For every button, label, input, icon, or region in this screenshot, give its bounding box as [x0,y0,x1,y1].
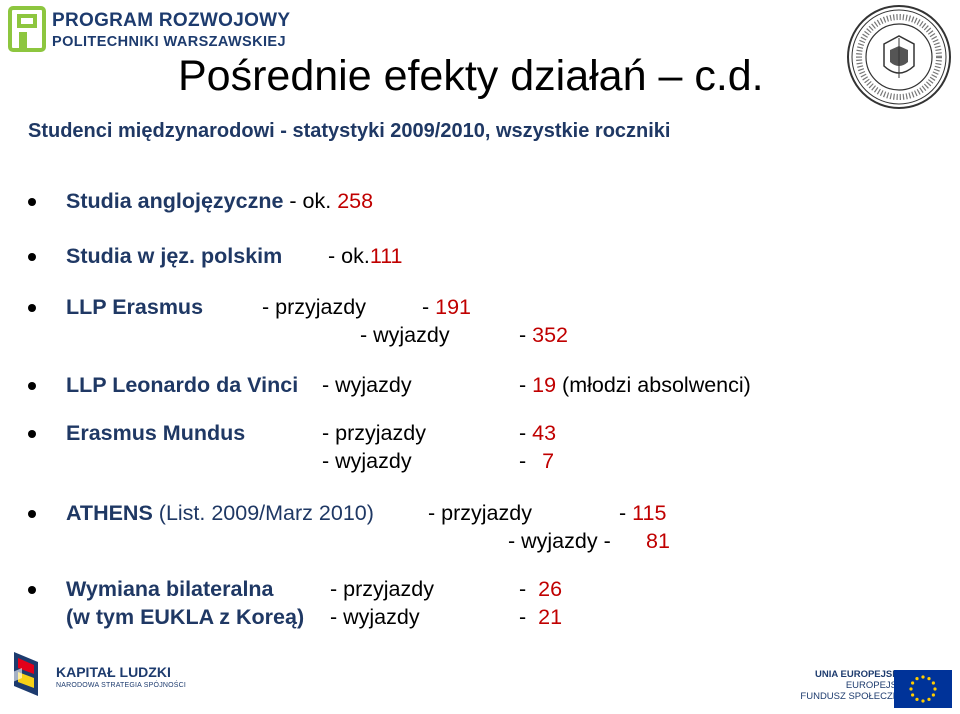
dash: - [519,577,533,601]
athens-in-value: - 115 [619,501,666,526]
item-value: 258 [337,189,374,213]
eu-star-icon [915,697,919,701]
bilateral-in-label: - przyjazdy [330,577,434,601]
eu-star-icon [921,675,925,679]
logo-text-line1: PROGRAM ROZWOJOWY [52,10,291,31]
kapital-ludzki-subtitle: NARODOWA STRATEGIA SPÓJNOŚCI [56,682,187,689]
kapital-ludzki-mark-icon [8,652,38,696]
dash: - [519,323,533,347]
mundus-in-label: - przyjazdy [322,421,426,445]
value: 21 [538,605,563,629]
leonardo-out-label: - wyjazdy [322,373,412,397]
eu-text-block: UNIA EUROPEJSKA EUROPEJSKI FUNDUSZ SPOŁE… [786,669,906,702]
eu-star-icon [931,693,935,697]
dash: - [519,373,533,397]
kapital-ludzki-title: KAPITAŁ LUDZKI [56,664,171,680]
kapital-ludzki-logo: KAPITAŁ LUDZKI NARODOWA STRATEGIA SPÓJNO… [8,648,198,704]
list-item-bilateral: Wymiana bilateralna [66,577,274,602]
eu-star-icon [911,693,915,697]
dash: - [422,295,436,319]
list-item-mundus: Erasmus Mundus [66,421,245,446]
bullet-dot [28,198,36,206]
bilateral-in-value: - 26 [519,577,562,602]
eu-flag-icon [894,670,952,708]
value: 7 [542,449,555,473]
eu-star-icon [909,687,913,691]
item-period: (List. 2009/Marz 2010) [152,501,374,525]
item-name: Studia w jęz. polskim [66,244,283,268]
mundus-out-label: - wyjazdy [322,449,412,473]
eu-line2: EUROPEJSKI [845,680,906,691]
bullet-dot [28,510,36,518]
bilateral-out-value: - 21 [519,605,562,630]
value: 115 [632,501,667,525]
eu-star-icon [931,681,935,685]
page-title: Pośrednie efekty działań – c.d. [178,52,764,100]
item-name-2: (w tym EUKLA z Koreą) [66,605,305,629]
value: 43 [532,421,557,445]
eu-star-icon [915,677,919,681]
item-name: ATHENS [66,501,153,525]
page-subtitle: Studenci międzynarodowi - statystyki 200… [28,120,671,142]
bullet-dot [28,430,36,438]
eu-star-icon [927,697,931,701]
value: 19 [532,373,557,397]
erasmus-in-value: - 191 [422,295,471,320]
eu-star-icon [911,681,915,685]
note: (młodzi absolwenci) [556,373,751,397]
list-item-polish-value: - ok.111 [328,244,403,269]
list-item-polish: Studia w jęz. polskim [66,244,282,269]
athens-out-label: - wyjazdy - [508,529,611,553]
erasmus-out-label: - wyjazdy [360,323,450,347]
item-value: 111 [369,244,403,268]
bullet-dot [28,382,36,390]
eu-line3: FUNDUSZ SPOŁECZNY [800,691,906,702]
list-item-anglo: Studia anglojęzyczne - ok. 258 [66,189,373,214]
list-item-bilateral-line2: (w tym EUKLA z Koreą) [66,605,304,630]
program-logo: PROGRAM ROZWOJOWY POLITECHNIKI WARSZAWSK… [8,4,290,60]
bilateral-out-label: - wyjazdy [330,605,420,629]
mundus-in-value: - 43 [519,421,556,446]
item-name: LLP Leonardo da Vinci [66,373,299,397]
item-name: Wymiana bilateralna [66,577,274,601]
value: 191 [435,295,472,319]
list-item-leonardo: LLP Leonardo da Vinci [66,373,298,398]
eu-star-icon [933,687,937,691]
bullet-dot [28,253,36,261]
dash: - [519,449,533,473]
erasmus-out-value: - 352 [519,323,568,348]
eu-star-icon [921,699,925,703]
value: 81 [646,529,670,553]
item-sep: - ok. [328,244,370,268]
athens-out-value: 81 [646,529,670,554]
bullet-dot [28,304,36,312]
list-item-athens: ATHENS (List. 2009/Marz 2010) [66,501,374,526]
dash: - [619,501,633,525]
value: 352 [532,323,569,347]
list-item-llp-erasmus: LLP Erasmus [66,295,203,320]
university-seal-icon [847,5,951,109]
bullet-dot [28,586,36,594]
item-sep: - ok. [283,189,338,213]
eu-line1: UNIA EUROPEJSKA [815,669,906,680]
item-name: LLP Erasmus [66,295,204,319]
item-name: Erasmus Mundus [66,421,246,445]
eu-star-icon [927,677,931,681]
leonardo-out-value: - 19 (młodzi absolwenci) [519,373,751,398]
value: 26 [538,577,563,601]
item-name: Studia anglojęzyczne [66,189,284,213]
mundus-out-value: - 7 [519,449,554,474]
dash: - [519,421,533,445]
logo-text-line2: POLITECHNIKI WARSZAWSKIEJ [52,34,286,50]
erasmus-in-label: - przyjazdy [262,295,366,319]
dash: - [519,605,533,629]
athens-in-label: - przyjazdy [428,501,532,525]
program-logo-mark-icon [8,6,46,52]
